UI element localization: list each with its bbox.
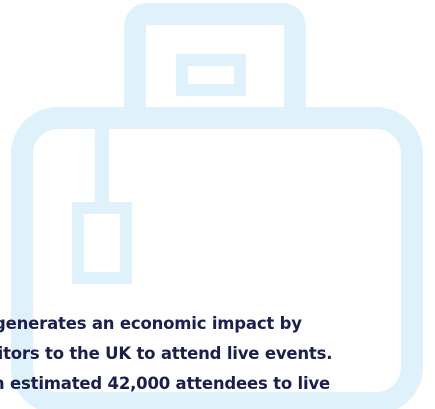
body-text-line-3: an estimated 42,000 attendees to live [0, 374, 330, 393]
body-text-line-1: generates an economic impact by [0, 314, 302, 333]
body-text: generates an economic impact by sitors t… [0, 300, 435, 409]
suitcase-plate [176, 54, 246, 96]
body-text-line-2: sitors to the UK to attend live events. [0, 344, 333, 363]
suitcase-handle [124, 3, 306, 118]
luggage-tag [72, 202, 132, 284]
suitcase-body [11, 107, 423, 409]
